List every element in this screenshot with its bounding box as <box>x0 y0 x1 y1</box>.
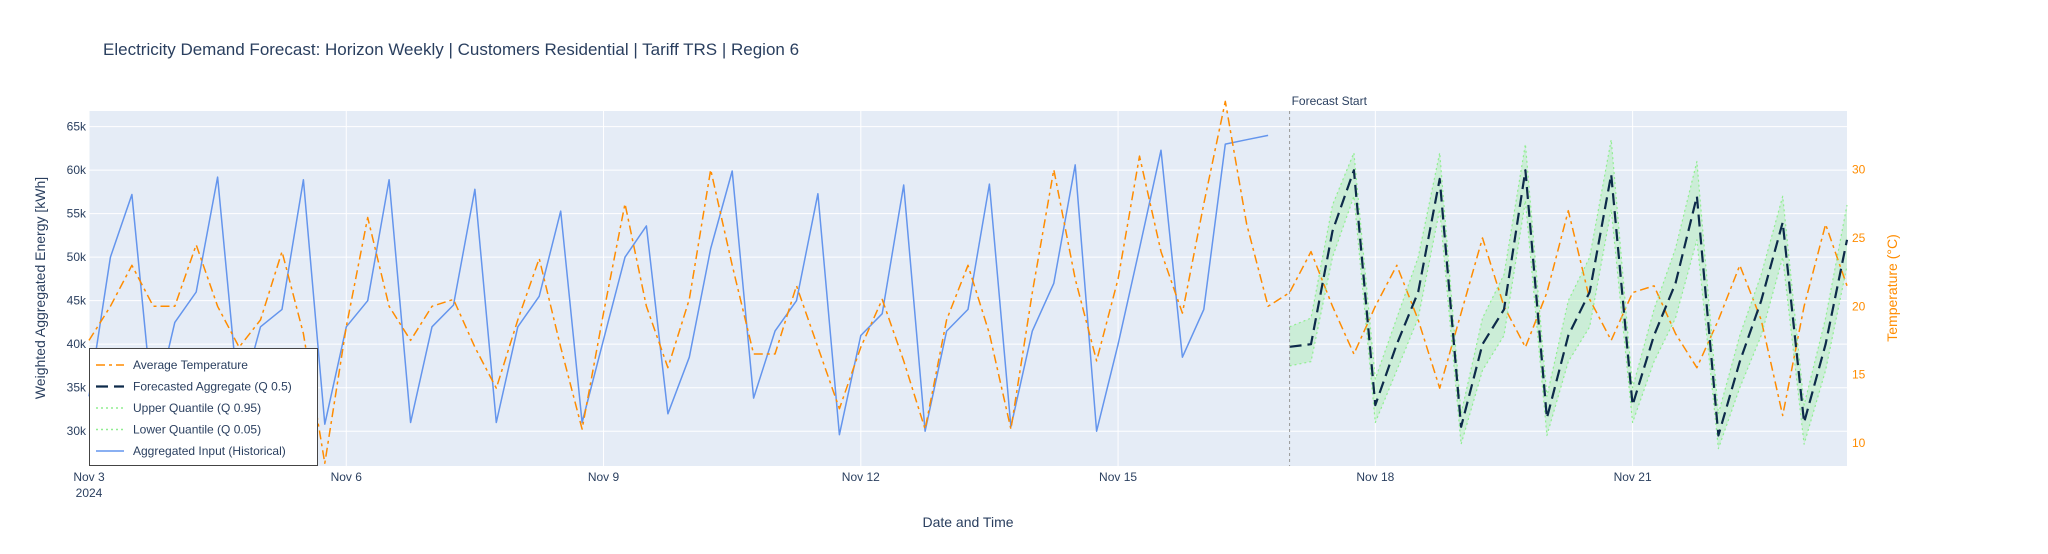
legend-label: Aggregated Input (Historical) <box>133 444 286 458</box>
x-tick-sublabel: 2024 <box>76 486 103 500</box>
series-line-1 <box>1289 169 1849 437</box>
series-lines <box>88 100 1849 465</box>
y2-tick-label: 30 <box>1852 163 1866 177</box>
y-tick-label: 60k <box>67 163 87 177</box>
x-tick-label: Nov 15 <box>1099 470 1137 484</box>
y2-tick-label: 20 <box>1852 299 1866 313</box>
y-tick-label: 65k <box>67 120 87 134</box>
series-line-0 <box>88 100 1848 465</box>
y2-tick-label: 15 <box>1852 368 1866 382</box>
y-tick-label: 45k <box>67 294 87 308</box>
series-line-4 <box>88 134 1269 436</box>
y-tick-label: 35k <box>67 381 87 395</box>
legend: Average Temperature Forecasted Aggregate … <box>89 348 318 466</box>
x-axis-title: Date and Time <box>922 514 1013 530</box>
y2-tick-label: 10 <box>1852 436 1866 450</box>
y-axis: 30k 35k 40k 45k 50k 55k 60k 65k <box>67 120 87 439</box>
x-tick-label: Nov 12 <box>842 470 880 484</box>
y-tick-label: 30k <box>67 424 87 438</box>
legend-label: Average Temperature <box>133 358 248 372</box>
y-tick-label: 40k <box>67 337 87 351</box>
gridlines <box>88 111 1847 466</box>
x-axis: Nov 3 2024 Nov 6 Nov 9 Nov 12 Nov 15 Nov 18 Nov… <box>73 470 1652 500</box>
y-axis-title: Weighted Aggregated Energy [kWh] <box>32 177 48 399</box>
y2-axis: 10 15 20 25 30 <box>1852 163 1866 450</box>
legend-box <box>89 348 318 466</box>
x-tick-label: Nov 21 <box>1614 470 1652 484</box>
y2-axis-title: Temperature (°C) <box>1884 234 1900 342</box>
chart-title: Electricity Demand Forecast: Horizon Wee… <box>103 40 799 59</box>
forecast-start-label: Forecast Start <box>1292 94 1368 108</box>
x-tick-label: Nov 9 <box>588 470 620 484</box>
x-tick-label: Nov 6 <box>331 470 363 484</box>
x-tick-label: Nov 18 <box>1356 470 1394 484</box>
y-tick-label: 55k <box>67 207 87 221</box>
y2-tick-label: 25 <box>1852 231 1866 245</box>
y-tick-label: 50k <box>67 250 87 264</box>
legend-label: Lower Quantile (Q 0.05) <box>133 423 261 437</box>
quantile-band-fill <box>1289 139 1847 449</box>
quantile-band <box>1289 139 1847 449</box>
legend-label: Upper Quantile (Q 0.95) <box>133 401 261 415</box>
forecast-start-marker: Forecast Start <box>1289 94 1368 466</box>
legend-label: Forecasted Aggregate (Q 0.5) <box>133 380 292 394</box>
x-tick-label: Nov 3 <box>73 470 105 484</box>
